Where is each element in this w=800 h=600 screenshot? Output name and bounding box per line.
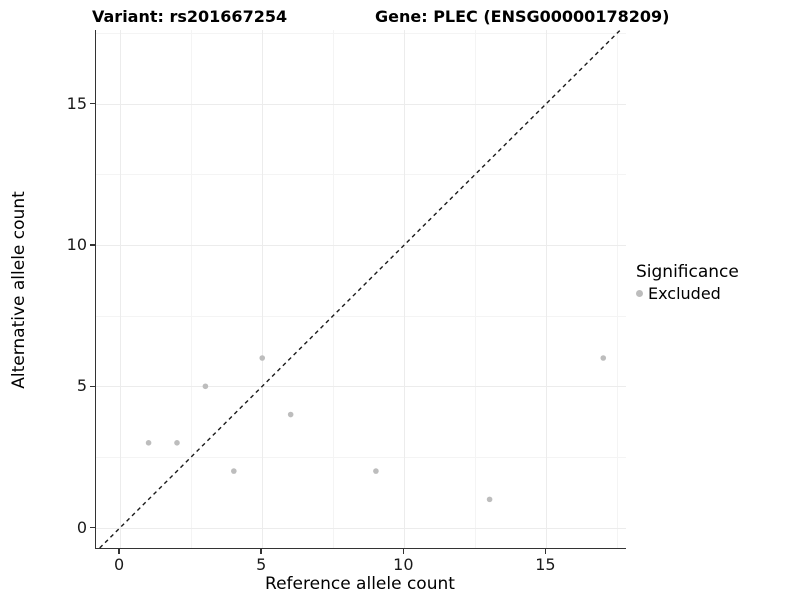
x-tick-mark (118, 549, 120, 554)
data-point (174, 440, 180, 446)
h-gridline-minor (96, 315, 626, 317)
y-tick-mark (90, 526, 95, 529)
y-tick-mark (90, 385, 95, 388)
legend-title: Significance (636, 262, 739, 282)
identity-line (99, 29, 621, 549)
scatter-layer (99, 29, 621, 549)
data-point (145, 440, 152, 446)
h-gridline-major (96, 386, 626, 388)
legend-item-label: Excluded (648, 284, 721, 303)
h-gridline-minor (96, 456, 626, 458)
y-axis: 0 5 10 15 (0, 30, 95, 548)
h-gridline-minor (96, 32, 626, 34)
x-tick-mark (260, 549, 262, 554)
v-gridline-major (404, 30, 406, 548)
y-tick-label: 5 (76, 376, 87, 396)
data-point (373, 468, 379, 474)
h-gridline-major (96, 527, 626, 529)
y-tick-label: 15 (66, 93, 87, 113)
y-tick-label: 10 (66, 234, 87, 254)
legend-item: Excluded (636, 284, 796, 303)
x-axis-title: Reference allele count (265, 574, 455, 594)
x-tick-mark (544, 549, 547, 554)
v-gridline-major (546, 30, 548, 548)
data-point (259, 355, 266, 361)
y-tick-label: 0 (76, 517, 87, 537)
x-tick-label: 0 (114, 555, 125, 574)
x-tick-label: 15 (535, 555, 556, 574)
data-point (600, 355, 607, 361)
x-tick-mark (402, 549, 405, 554)
x-tick-label: 10 (393, 555, 414, 574)
v-gridline-minor (333, 30, 335, 548)
legend: Significance Excluded (636, 262, 796, 303)
plot-title-variant: Variant: rs201667254 (92, 7, 288, 26)
v-gridline-major (120, 30, 122, 548)
h-gridline-major (96, 103, 626, 105)
y-tick-mark (90, 102, 95, 105)
data-point (486, 496, 493, 503)
h-gridline-major (96, 244, 626, 246)
data-point (287, 411, 294, 418)
v-gridline-minor (475, 30, 477, 548)
legend-items: Excluded (636, 284, 796, 303)
plot-panel (95, 29, 626, 549)
plot-title-gene: Gene: PLEC (ENSG00000178209) (375, 7, 670, 26)
v-gridline-major (262, 30, 264, 548)
h-gridline-minor (96, 174, 626, 176)
data-point (202, 383, 209, 390)
legend-key-dot (636, 290, 643, 297)
data-point (231, 468, 237, 474)
v-gridline-minor (617, 30, 619, 548)
v-gridline-minor (191, 30, 193, 548)
y-tick-mark (90, 244, 95, 246)
x-tick-label: 5 (256, 555, 267, 574)
x-axis: 0 5 10 15 (95, 548, 625, 598)
